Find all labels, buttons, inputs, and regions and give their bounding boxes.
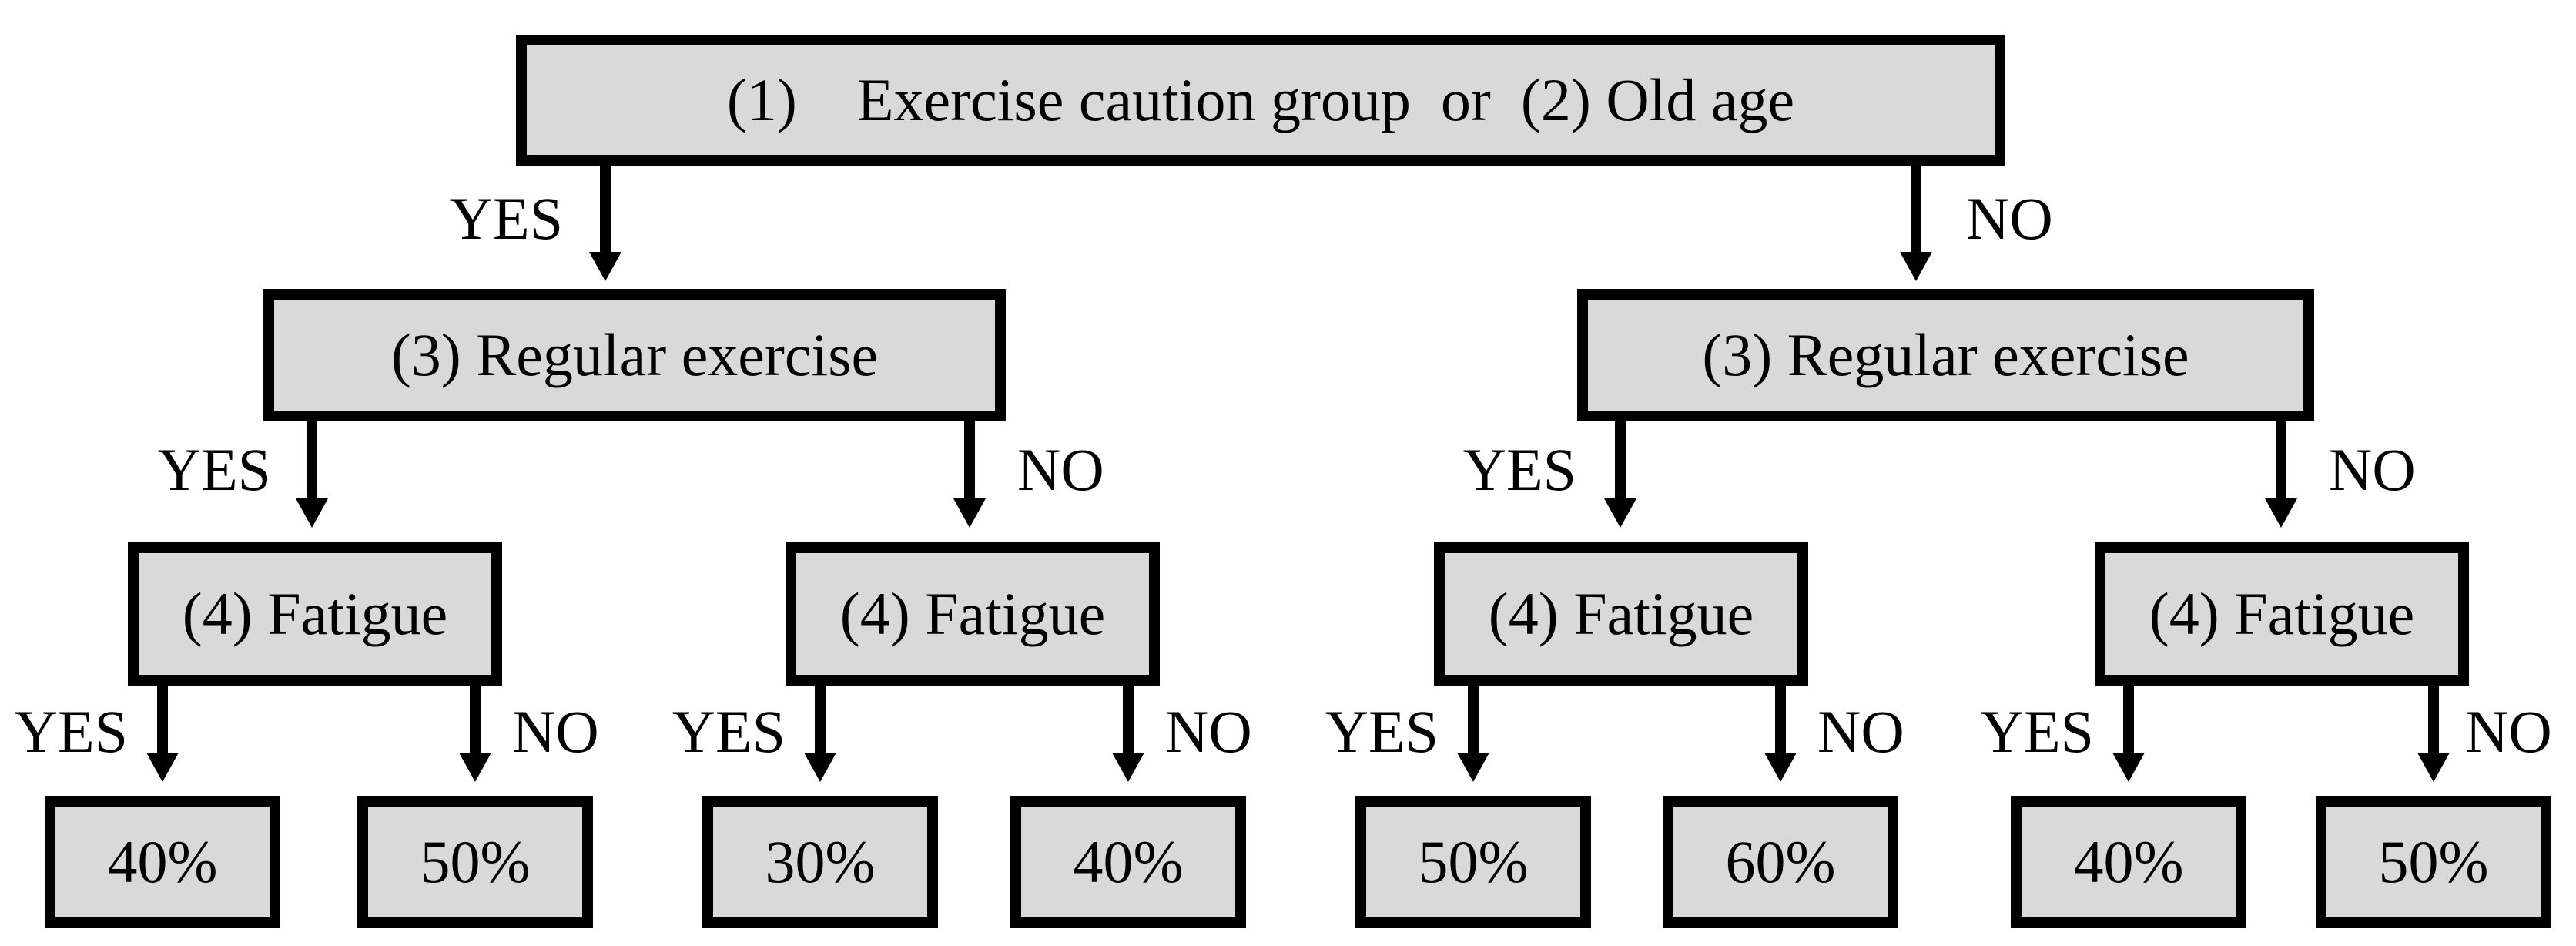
yes-label: YES	[672, 698, 786, 765]
yes-label: YES	[1462, 436, 1576, 503]
outcome-box-7: 40%	[2011, 796, 2246, 928]
regular-exercise-right-box: (3) Regular exercise	[1577, 289, 2314, 421]
outcome-value: 40%	[2073, 828, 2184, 895]
arrow-l2right-no-head	[2265, 498, 2297, 528]
arrow-f2-no-line	[1123, 686, 1134, 754]
outcome-value: 50%	[2378, 828, 2489, 895]
no-label: NO	[1165, 698, 1252, 765]
fatigue-label: (4) Fatigue	[2149, 580, 2415, 647]
outcome-box-3: 30%	[702, 796, 938, 928]
yes-label: YES	[1980, 698, 2094, 765]
arrow-f3-no-line	[1775, 686, 1786, 754]
arrow-f4-yes-line	[2123, 686, 2134, 754]
yes-label: YES	[157, 436, 271, 503]
arrow-f3-no-head	[1764, 753, 1797, 782]
fatigue-box-4: (4) Fatigue	[2095, 542, 2469, 686]
root-question-box: (1) Exercise caution group or (2) Old ag…	[516, 35, 2005, 166]
arrow-root-yes-head	[589, 252, 621, 281]
no-label: NO	[1966, 185, 2053, 252]
arrow-l2left-no-line	[964, 421, 975, 500]
arrow-l2left-yes-line	[307, 421, 317, 500]
no-label: NO	[512, 698, 599, 765]
arrow-root-no-head	[1900, 252, 1932, 281]
yes-label: YES	[449, 185, 563, 252]
no-label: NO	[1017, 436, 1104, 503]
outcome-box-5: 50%	[1355, 796, 1591, 928]
outcome-box-6: 60%	[1663, 796, 1898, 928]
regular-exercise-left-label: (3) Regular exercise	[390, 321, 879, 388]
fatigue-box-1: (4) Fatigue	[128, 542, 502, 686]
yes-label: YES	[14, 698, 128, 765]
regular-exercise-left-box: (3) Regular exercise	[263, 289, 1006, 421]
arrow-l2right-yes-line	[1615, 421, 1626, 500]
arrow-f4-yes-head	[2112, 753, 2145, 782]
arrow-f4-no-head	[2417, 753, 2450, 782]
arrow-f2-yes-line	[815, 686, 826, 754]
arrow-f3-yes-line	[1468, 686, 1479, 754]
outcome-value: 50%	[1418, 828, 1529, 895]
outcome-value: 30%	[765, 828, 876, 895]
regular-exercise-right-label: (3) Regular exercise	[1702, 321, 2189, 388]
arrow-f1-no-line	[470, 686, 481, 754]
fatigue-box-3: (4) Fatigue	[1434, 542, 1808, 686]
outcome-value: 40%	[107, 828, 218, 895]
arrow-l2right-yes-head	[1604, 498, 1636, 528]
outcome-value: 40%	[1073, 828, 1184, 895]
yes-label: YES	[1325, 698, 1439, 765]
outcome-value: 60%	[1725, 828, 1836, 895]
fatigue-label: (4) Fatigue	[839, 580, 1106, 647]
no-label: NO	[2329, 436, 2416, 503]
no-label: NO	[2465, 698, 2552, 765]
arrow-l2left-no-head	[953, 498, 986, 528]
outcome-box-2: 50%	[357, 796, 593, 928]
arrow-f4-no-line	[2428, 686, 2439, 754]
fatigue-label: (4) Fatigue	[182, 580, 448, 647]
outcome-value: 50%	[420, 828, 531, 895]
arrow-f2-no-head	[1112, 753, 1144, 782]
arrow-f3-yes-head	[1457, 753, 1489, 782]
outcome-box-4: 40%	[1010, 796, 1246, 928]
outcome-box-8: 50%	[2316, 796, 2551, 928]
arrow-f1-yes-head	[146, 753, 179, 782]
arrow-root-yes-line	[600, 166, 611, 254]
arrow-f2-yes-head	[804, 753, 836, 782]
outcome-box-1: 40%	[45, 796, 280, 928]
fatigue-label: (4) Fatigue	[1488, 580, 1754, 647]
arrow-l2right-no-line	[2276, 421, 2286, 500]
arrow-f1-no-head	[459, 753, 491, 782]
no-label: NO	[1817, 698, 1904, 765]
arrow-f1-yes-line	[157, 686, 168, 754]
arrow-l2left-yes-head	[296, 498, 328, 528]
arrow-root-no-line	[1911, 166, 1921, 254]
fatigue-box-2: (4) Fatigue	[786, 542, 1160, 686]
root-question-label: (1) Exercise caution group or (2) Old ag…	[726, 66, 1795, 133]
